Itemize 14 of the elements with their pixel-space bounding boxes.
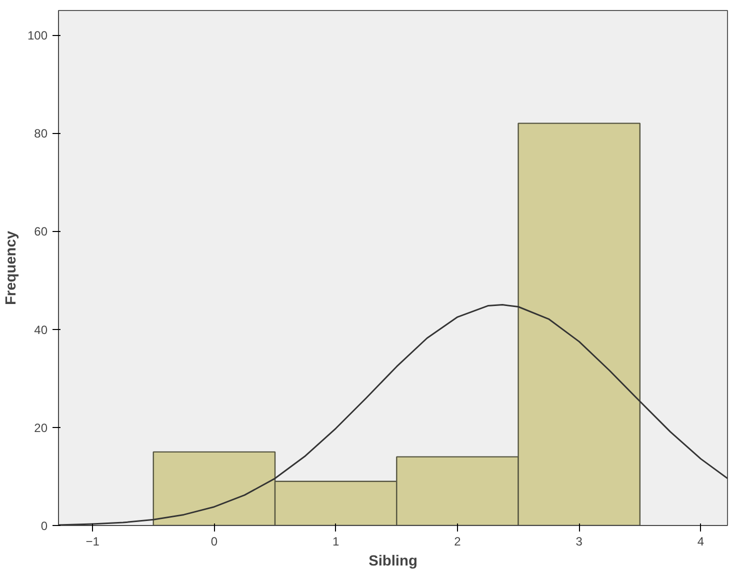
- x-tick-label: 4: [697, 534, 704, 548]
- y-tick-label: 0: [40, 519, 48, 533]
- x-axis-title: Sibling: [368, 554, 418, 570]
- y-axis-title: Frequency: [3, 230, 20, 306]
- y-tick-label: 60: [34, 224, 48, 239]
- y-tick-label: 20: [34, 420, 48, 435]
- x-tick-label: 0: [210, 534, 218, 548]
- x-tick-label: 2: [454, 534, 462, 548]
- y-tick-label: 40: [34, 322, 48, 337]
- x-tick-label: −1: [86, 534, 100, 548]
- x-tick-label: 3: [576, 534, 583, 548]
- x-tick-label: 1: [332, 534, 340, 548]
- y-tick-label: 80: [34, 126, 48, 141]
- y-tick-label: 100: [27, 28, 48, 43]
